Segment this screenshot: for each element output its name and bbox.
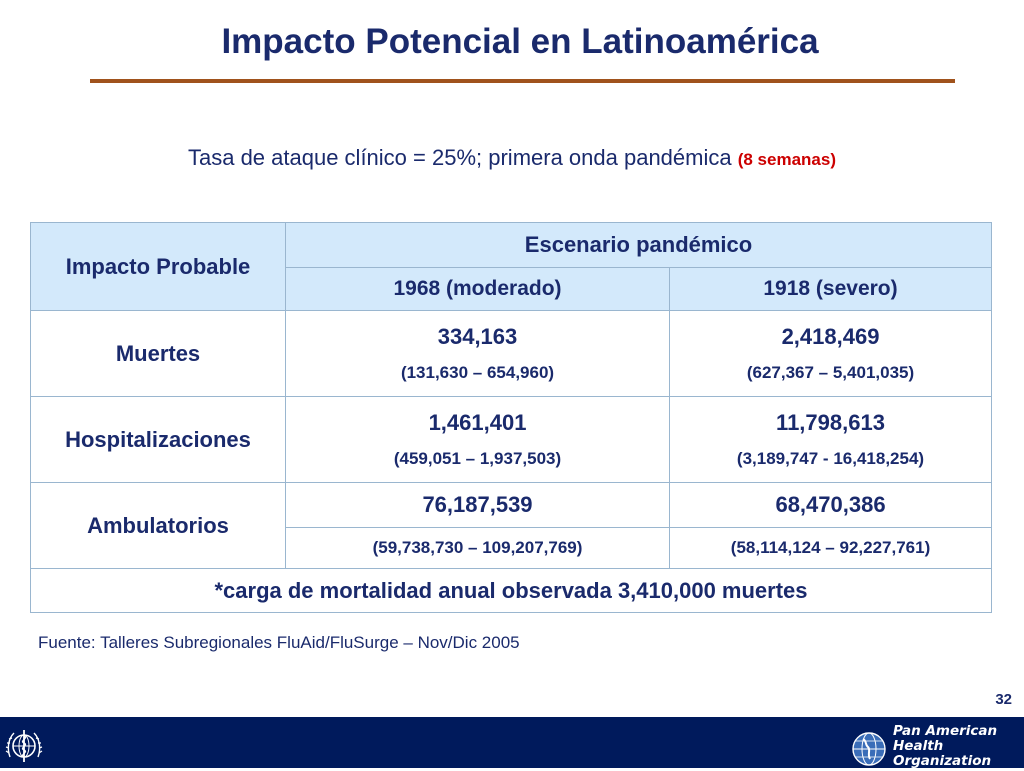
table-row: Ambulatorios 76,187,539 68,470,386 <box>30 482 993 569</box>
table-row: (59,738,730 – 109,207,769) (58,114,124 –… <box>31 527 993 569</box>
row-label-ambulatorios: Ambulatorios <box>30 482 286 569</box>
cell-ambulatorios-1918-range: (58,114,124 – 92,227,761) <box>668 527 993 569</box>
cell-ambulatorios-1968-main: 76,187,539 <box>285 482 670 528</box>
cell-muertes-1968: 334,163 (131,630 – 654,960) <box>285 310 670 397</box>
cell-hospitalizaciones-1968: 1,461,401 (459,051 – 1,937,503) <box>285 396 670 483</box>
who-emblem-icon <box>4 727 44 770</box>
page-number: 32 <box>995 691 1012 708</box>
value-range: (627,367 – 5,401,035) <box>746 362 915 382</box>
group-header-cell: Escenario pandémico <box>284 222 993 268</box>
subtitle-accent: (8 semanas) <box>737 150 836 169</box>
cell-muertes-1918: 2,418,469 (627,367 – 5,401,035) <box>668 310 993 397</box>
org-line: Pan American <box>893 723 998 739</box>
table-note-row: *carga de mortalidad anual observada 3,4… <box>29 568 993 613</box>
org-line: Organization <box>893 753 992 769</box>
cell-ambulatorios-1968-range: (59,738,730 – 109,207,769) <box>285 527 670 569</box>
column-header-1918: 1918 (severo) <box>668 267 993 311</box>
paho-globe-icon <box>850 732 888 771</box>
paho-org-name: Pan American Health Organization <box>893 724 997 769</box>
subtitle-text: Tasa de ataque clínico = 25%; primera on… <box>187 145 738 170</box>
cell-ambulatorios-1918-main: 68,470,386 <box>668 482 993 528</box>
value-main: 1,461,401 <box>428 409 527 435</box>
cell-hospitalizaciones-1918: 11,798,613 (3,189,747 - 16,418,254) <box>668 396 993 483</box>
subtitle: Tasa de ataque clínico = 25%; primera on… <box>0 145 1024 171</box>
row-label-muertes: Muertes <box>30 310 286 397</box>
mortality-note: *carga de mortalidad anual observada 3,4… <box>29 568 993 613</box>
value-main: 334,163 <box>437 323 518 349</box>
source-note: Fuente: Talleres Subregionales FluAid/Fl… <box>38 633 520 652</box>
table-row: Hospitalizaciones 1,461,401 (459,051 – 1… <box>30 396 993 483</box>
value-range: (3,189,747 - 16,418,254) <box>736 448 925 468</box>
value-main: 11,798,613 <box>776 409 885 435</box>
impact-table: Impacto Probable Escenario pandémico 196… <box>29 222 993 613</box>
title-underline <box>90 79 955 83</box>
value-main: 2,418,469 <box>781 323 880 349</box>
row-label-hospitalizaciones: Hospitalizaciones <box>30 396 286 483</box>
value-range: (459,051 – 1,937,503) <box>393 448 562 468</box>
table-row: Muertes 334,163 (131,630 – 654,960) 2,41… <box>30 310 993 397</box>
slide-title: Impacto Potencial en Latinoamérica <box>221 22 819 61</box>
column-header-1968: 1968 (moderado) <box>285 267 670 311</box>
row-header-cell: Impacto Probable <box>30 222 286 311</box>
value-range: (131,630 – 654,960) <box>400 362 555 382</box>
org-line: Health <box>893 738 944 754</box>
footer-bar <box>0 717 1024 768</box>
